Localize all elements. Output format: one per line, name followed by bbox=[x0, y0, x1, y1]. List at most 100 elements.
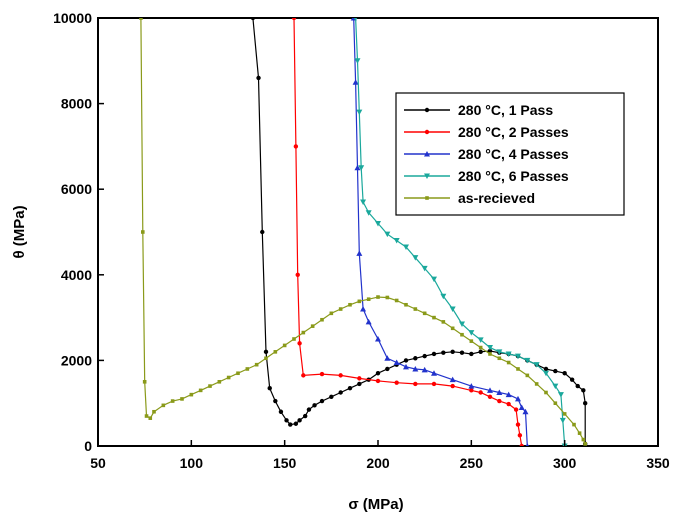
data-point bbox=[522, 408, 529, 415]
data-point bbox=[533, 362, 540, 368]
y-tick-label: 2000 bbox=[61, 352, 92, 368]
data-point bbox=[469, 351, 474, 357]
data-point bbox=[583, 401, 588, 406]
data-point bbox=[431, 351, 437, 357]
data-point bbox=[468, 330, 475, 336]
data-point bbox=[306, 407, 312, 412]
data-point bbox=[366, 297, 371, 301]
data-point bbox=[347, 386, 353, 391]
data-point bbox=[552, 383, 559, 390]
data-point bbox=[496, 389, 503, 395]
data-point bbox=[250, 18, 256, 21]
legend-item: as-recieved bbox=[404, 190, 535, 206]
data-point bbox=[412, 255, 419, 261]
data-point bbox=[515, 422, 521, 427]
data-point bbox=[375, 378, 381, 384]
data-point bbox=[297, 418, 302, 423]
data-point bbox=[525, 443, 529, 446]
data-point bbox=[320, 317, 324, 322]
data-point bbox=[404, 302, 408, 307]
data-point bbox=[278, 409, 284, 414]
data-point bbox=[356, 109, 363, 116]
data-point bbox=[534, 382, 539, 386]
y-tick-label: 6000 bbox=[61, 181, 92, 197]
data-point bbox=[553, 368, 558, 374]
data-point bbox=[301, 330, 306, 335]
data-point bbox=[478, 349, 483, 355]
data-point bbox=[148, 416, 153, 420]
data-point bbox=[424, 129, 430, 135]
data-point bbox=[557, 392, 564, 398]
data-point bbox=[360, 199, 367, 206]
data-point bbox=[449, 306, 456, 313]
data-point bbox=[524, 357, 531, 364]
legend-label: 280 °C, 4 Passes bbox=[458, 146, 569, 162]
data-point bbox=[353, 18, 358, 21]
data-point bbox=[469, 388, 474, 393]
data-point bbox=[440, 293, 447, 300]
data-point bbox=[506, 401, 511, 407]
plot-area bbox=[139, 18, 588, 446]
data-point bbox=[297, 341, 302, 346]
x-tick-label: 150 bbox=[273, 455, 297, 471]
data-point bbox=[273, 350, 278, 354]
data-point bbox=[384, 231, 391, 238]
data-point bbox=[393, 359, 400, 366]
data-point bbox=[562, 412, 567, 416]
data-point bbox=[338, 373, 343, 378]
data-point bbox=[431, 370, 437, 376]
data-point bbox=[505, 351, 512, 357]
data-point bbox=[441, 350, 446, 355]
data-point bbox=[295, 272, 300, 277]
data-point bbox=[469, 339, 474, 343]
data-point bbox=[263, 349, 269, 355]
data-point bbox=[488, 352, 492, 356]
series-2 bbox=[291, 18, 524, 446]
data-point bbox=[358, 165, 365, 171]
data-point bbox=[356, 250, 363, 256]
data-point bbox=[559, 417, 566, 424]
data-point bbox=[144, 414, 149, 418]
y-axis-label: θ (MPa) bbox=[11, 205, 28, 258]
data-point bbox=[288, 422, 293, 427]
data-point bbox=[226, 375, 231, 380]
data-point bbox=[198, 388, 203, 393]
data-point bbox=[352, 79, 359, 85]
data-point bbox=[260, 229, 265, 235]
data-point bbox=[518, 404, 525, 410]
data-point bbox=[267, 386, 272, 391]
data-point bbox=[450, 383, 455, 389]
data-point bbox=[525, 373, 530, 378]
data-point bbox=[310, 324, 315, 328]
data-point bbox=[354, 58, 361, 64]
data-point bbox=[329, 311, 334, 316]
data-point bbox=[477, 337, 484, 343]
data-point bbox=[301, 373, 306, 378]
data-point bbox=[329, 394, 334, 399]
data-point bbox=[384, 355, 391, 361]
series-3 bbox=[350, 18, 529, 446]
data-point bbox=[422, 353, 427, 359]
data-point bbox=[422, 311, 427, 316]
data-point bbox=[348, 302, 352, 307]
data-point bbox=[553, 401, 558, 405]
data-point bbox=[425, 196, 429, 200]
axis-ticks: 50 100 150 200 250 300 350 0 2000 4000 6000 8000 100… bbox=[53, 10, 670, 471]
data-point bbox=[354, 164, 361, 171]
data-point bbox=[256, 75, 261, 81]
data-point bbox=[496, 349, 503, 355]
data-point bbox=[312, 403, 317, 408]
x-tick-label: 300 bbox=[553, 455, 577, 471]
data-point bbox=[431, 381, 437, 387]
data-point bbox=[460, 332, 464, 337]
data-point bbox=[497, 398, 502, 404]
data-point bbox=[478, 390, 483, 395]
legend-item: 280 °C, 2 Passes bbox=[404, 124, 569, 140]
y-tick-label: 0 bbox=[84, 438, 92, 454]
data-point bbox=[375, 220, 381, 227]
legend-label: 280 °C, 6 Passes bbox=[458, 168, 569, 184]
legend-item: 280 °C, 1 Pass bbox=[404, 102, 553, 118]
data-point bbox=[357, 376, 362, 381]
data-point bbox=[583, 442, 587, 446]
